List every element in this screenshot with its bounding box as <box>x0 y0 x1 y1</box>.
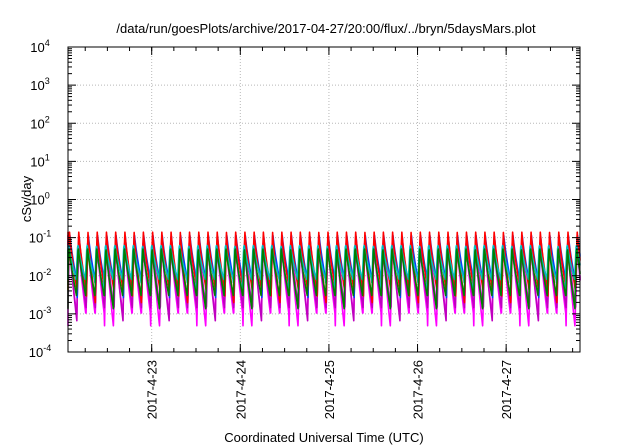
x-tick-label: 2017-4-26 <box>411 360 426 419</box>
x-tick-label: 2017-4-23 <box>145 360 160 419</box>
y-tick-label: 102 <box>30 114 49 131</box>
y-tick-label: 103 <box>30 76 49 93</box>
series-line <box>67 248 581 310</box>
grid-lines <box>68 47 580 352</box>
y-tick-label: 10-2 <box>29 267 51 284</box>
x-tick-label: 2017-4-25 <box>322 360 337 419</box>
x-tick-label: 2017-4-27 <box>499 360 514 419</box>
y-axis-label: cSv/day <box>19 175 34 222</box>
chart-title: /data/run/goesPlots/archive/2017-04-27/2… <box>116 21 536 36</box>
y-tick-label: 10-3 <box>29 305 51 322</box>
tick-marks <box>68 46 580 353</box>
y-tick-label: 101 <box>30 152 49 169</box>
x-tick-labels: 2017-4-23 2017-4-24 2017-4-25 2017-4-26 2017… <box>145 360 514 419</box>
y-tick-label: 104 <box>30 38 49 55</box>
y-tick-label: 10-1 <box>29 229 51 246</box>
series-group <box>67 231 581 327</box>
x-tick-label: 2017-4-24 <box>233 360 248 419</box>
x-axis-label: Coordinated Universal Time (UTC) <box>224 430 423 445</box>
y-tick-label: 10-4 <box>29 343 51 360</box>
y-tick-labels: 10-4 10-3 10-2 10-1 100 101 102 103 104 <box>29 38 51 360</box>
y-tick-label: 100 <box>30 191 49 208</box>
